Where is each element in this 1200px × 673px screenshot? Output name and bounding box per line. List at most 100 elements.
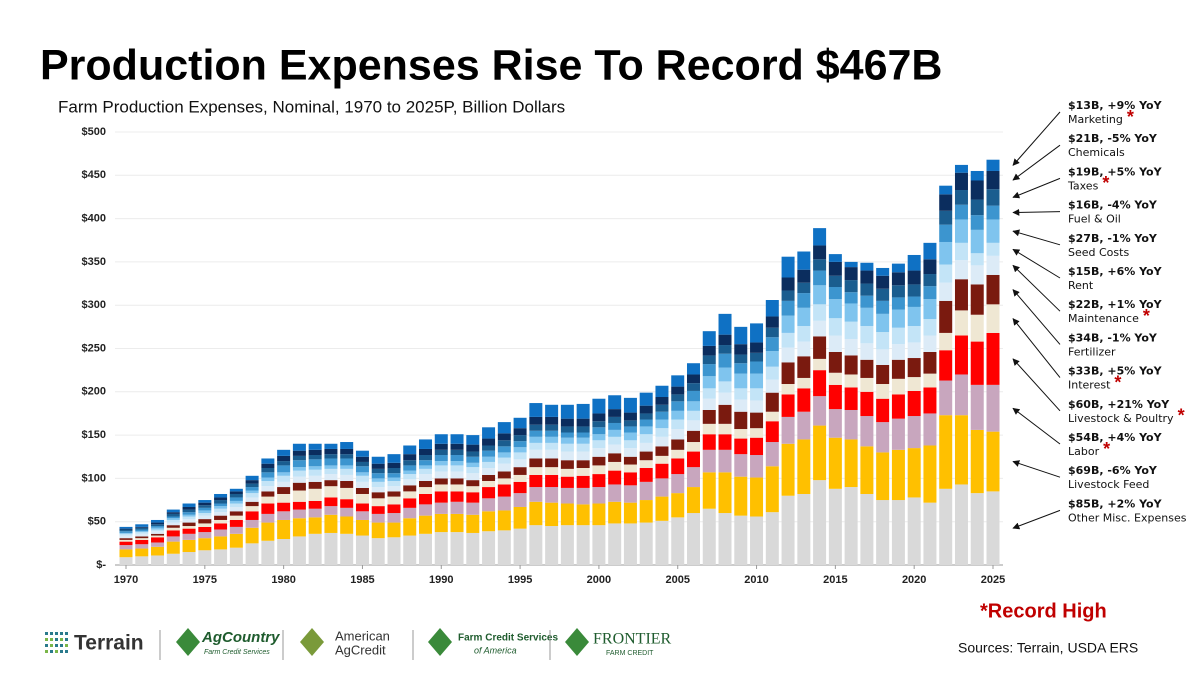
logo-icon (300, 628, 324, 656)
bar-segment (891, 327, 905, 345)
bar-segment (765, 379, 779, 393)
bar-segment (513, 459, 527, 468)
bar-segment (891, 297, 905, 310)
y-tick-label: $250 (82, 342, 106, 354)
bar-segment (529, 403, 543, 417)
bar-segment (734, 326, 748, 345)
bar-segment (545, 424, 559, 431)
bar-segment (403, 498, 417, 508)
bar-segment (277, 455, 291, 462)
bar-segment (450, 434, 464, 444)
bar-segment (292, 490, 306, 502)
bar-segment (198, 500, 212, 503)
bar-segment (781, 347, 795, 363)
bar-segment (292, 467, 306, 471)
bar-segment (781, 416, 795, 444)
bar-segment (308, 466, 322, 470)
bar-segment (119, 557, 133, 565)
bar-segment (560, 418, 574, 427)
bar-segment (497, 463, 511, 472)
bar-segment (482, 468, 496, 475)
bar-segment (876, 313, 890, 333)
bar-segment (355, 535, 369, 565)
bar-segment (434, 455, 448, 462)
bar-segment (986, 242, 1000, 256)
bar-segment (151, 546, 165, 556)
bar-segment (229, 503, 243, 507)
bar-segment (560, 451, 574, 461)
bar-segment (907, 390, 921, 417)
bar-segment (623, 397, 637, 413)
bar-segment (497, 471, 511, 479)
bar-segment (340, 533, 354, 565)
bar-segment (340, 448, 354, 455)
bar-segment (308, 500, 322, 509)
bar-segment (907, 448, 921, 498)
bar-segment (482, 456, 496, 462)
bar-segment (876, 500, 890, 565)
annotation-value: $16B, -4% YoY (1068, 199, 1158, 212)
bar-segment (923, 387, 937, 414)
bar-segment (734, 388, 748, 400)
bar-segment (371, 506, 385, 514)
bar-segment (970, 265, 984, 285)
bar-segment (482, 487, 496, 499)
x-tick-label: 1970 (114, 574, 138, 586)
bar-segment (844, 338, 858, 356)
bar-segment (655, 396, 669, 405)
bar-segment (340, 487, 354, 500)
x-tick-label: 1995 (508, 574, 532, 586)
bar-segment (828, 488, 842, 565)
bar-segment (371, 498, 385, 507)
bar-segment (576, 426, 590, 433)
bar-segment (623, 420, 637, 427)
bar-segment (592, 487, 606, 504)
bar-segment (119, 529, 133, 532)
annotation-value: $34B, -1% YoY (1068, 331, 1158, 344)
bar-segment (970, 493, 984, 565)
bar-segment (813, 320, 827, 337)
record-flag: * (1127, 107, 1134, 127)
bar-segment (876, 452, 890, 501)
bar-segment (986, 384, 1000, 432)
annotation-name: Other Misc. Expenses (1068, 511, 1187, 524)
bar-segment (340, 474, 354, 481)
bar-segment (608, 429, 622, 437)
bar-segment (261, 513, 275, 523)
bar-segment (954, 310, 968, 336)
annotation-name: Taxes (1067, 179, 1099, 192)
bar-segment (261, 463, 275, 469)
bar-segment (182, 552, 196, 565)
bar-segment (923, 242, 937, 260)
bar-segment (844, 355, 858, 375)
bar-segment (891, 285, 905, 298)
bar-segment (576, 451, 590, 461)
bar-segment (797, 251, 811, 270)
arrow (1012, 111, 1061, 166)
bar-segment (781, 495, 795, 565)
bar-segment (545, 404, 559, 417)
bar-segment (529, 416, 543, 425)
bar-segment (497, 510, 511, 531)
x-tick-label: 2005 (665, 574, 689, 586)
x-tick-label: 2010 (744, 574, 768, 586)
bar-segment (497, 433, 511, 441)
bar-segment (813, 228, 827, 246)
bar-segment (939, 415, 953, 489)
arrow (1012, 248, 1061, 279)
bar-segment (182, 512, 196, 515)
bar-segment (292, 518, 306, 537)
bar-segment (403, 460, 417, 466)
logo-text: FARM CREDIT (606, 650, 654, 657)
arrow (1012, 460, 1061, 478)
bar-segment (513, 481, 527, 494)
bar-segment (277, 465, 291, 473)
bar-segment (876, 332, 890, 350)
bar-segment (560, 404, 574, 419)
bar-segment (355, 519, 369, 536)
bar-segment (166, 509, 180, 513)
bar-segment (986, 205, 1000, 220)
bar-segment (876, 364, 890, 385)
bar-segment (939, 488, 953, 565)
bar-segment (686, 383, 700, 391)
